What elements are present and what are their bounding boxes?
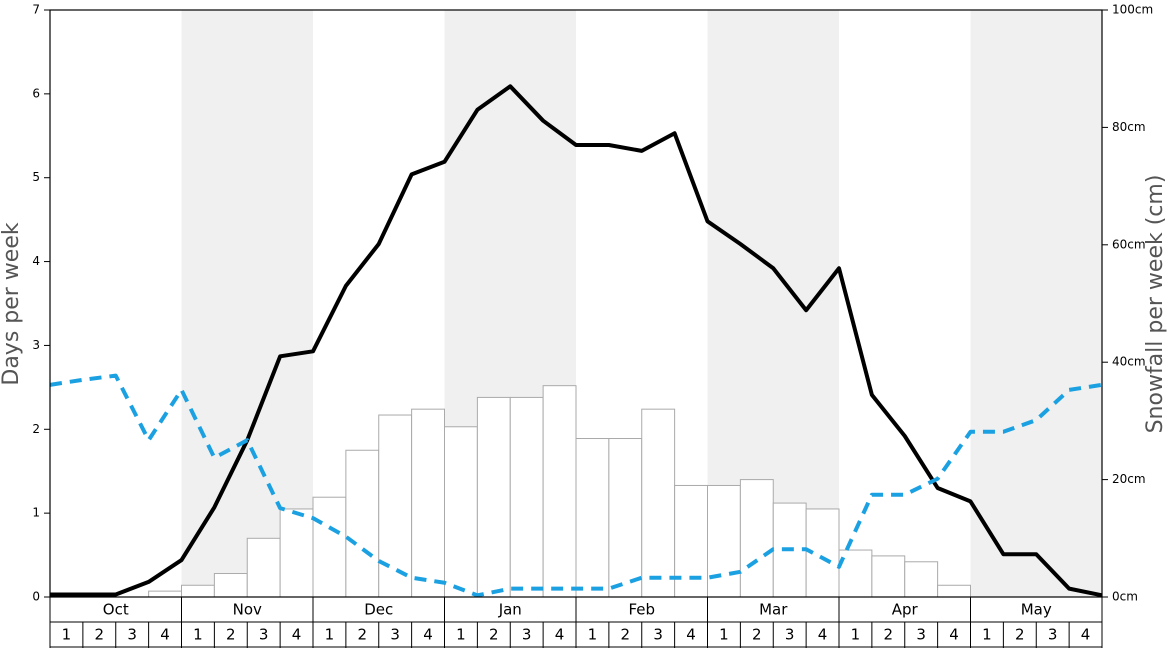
y-tick-label: 0 [32, 590, 40, 604]
week-label: 2 [95, 626, 105, 644]
y2-tick-label: 40cm [1112, 355, 1146, 369]
bar [608, 438, 643, 598]
bar [707, 484, 741, 598]
bar [641, 408, 676, 598]
week-label: 2 [226, 626, 236, 644]
bar [542, 385, 577, 598]
bar [181, 584, 215, 598]
y-tick-label: 4 [32, 254, 40, 268]
week-label: 4 [555, 626, 565, 644]
week-label: 4 [949, 626, 959, 644]
week-label: 4 [423, 626, 433, 644]
bar [246, 537, 281, 598]
week-label: 4 [818, 626, 828, 644]
week-label: 1 [456, 626, 466, 644]
month-label: Nov [233, 601, 262, 619]
y-axis-title: Days per week [0, 222, 24, 385]
week-label: 2 [752, 626, 762, 644]
line-series [50, 84, 1103, 598]
y2-tick-label: 100cm [1112, 3, 1153, 17]
bar [213, 573, 248, 598]
week-label: 4 [160, 626, 170, 644]
week-label: 2 [358, 626, 368, 644]
bar [509, 396, 544, 598]
bar [444, 426, 478, 598]
week-label: 1 [588, 626, 598, 644]
bar [312, 496, 347, 598]
week-label: 3 [522, 626, 532, 644]
month-label: Jan [498, 601, 522, 619]
y2-axis-title: Snowfall per week (cm) [1143, 175, 1168, 434]
week-label: 1 [325, 626, 335, 644]
y2-tick-label: 20cm [1112, 472, 1146, 486]
bar [739, 479, 774, 598]
bar [937, 584, 971, 598]
week-label: 3 [127, 626, 137, 644]
week-label: 4 [292, 626, 302, 644]
week-label: 2 [621, 626, 631, 644]
week-label: 3 [653, 626, 663, 644]
week-label: 3 [1048, 626, 1058, 644]
month-label: Oct [103, 601, 129, 619]
week-label: 2 [884, 626, 894, 644]
month-band [181, 10, 313, 597]
bar [345, 449, 380, 598]
bar [378, 414, 413, 598]
y-tick-label: 2 [32, 422, 40, 436]
bar [871, 555, 906, 598]
month-label: Feb [628, 601, 655, 619]
y2-tick-label: 80cm [1112, 120, 1146, 134]
week-label: 1 [719, 626, 729, 644]
y-tick-label: 5 [32, 170, 40, 184]
week-label: 1 [982, 626, 992, 644]
y-tick-label: 6 [32, 86, 40, 100]
week-label: 1 [851, 626, 861, 644]
week-label: 2 [1015, 626, 1025, 644]
week-label: 3 [785, 626, 795, 644]
bar [279, 508, 314, 598]
week-label: 3 [916, 626, 926, 644]
month-label: Dec [364, 601, 393, 619]
y2-tick-label: 60cm [1112, 237, 1146, 251]
week-label: 3 [390, 626, 400, 644]
y-tick-label: 1 [32, 506, 40, 520]
y2-tick-label: 0cm [1112, 590, 1138, 604]
bar [838, 549, 873, 598]
bar [904, 561, 939, 598]
bar [411, 408, 445, 598]
week-label: 4 [686, 626, 696, 644]
month-band [970, 10, 1102, 597]
bar [476, 396, 511, 598]
line-series [49, 373, 1103, 598]
bar [575, 438, 610, 598]
week-label: 3 [259, 626, 269, 644]
week-label: 4 [1081, 626, 1091, 644]
week-label: 1 [193, 626, 203, 644]
month-label: Mar [759, 601, 788, 619]
y-tick-label: 7 [32, 3, 40, 17]
week-label: 1 [62, 626, 72, 644]
month-label: Apr [892, 601, 919, 619]
week-label: 2 [489, 626, 499, 644]
bar [148, 590, 182, 598]
y-tick-label: 3 [32, 338, 40, 352]
month-label: May [1021, 601, 1052, 619]
bar [674, 484, 708, 598]
